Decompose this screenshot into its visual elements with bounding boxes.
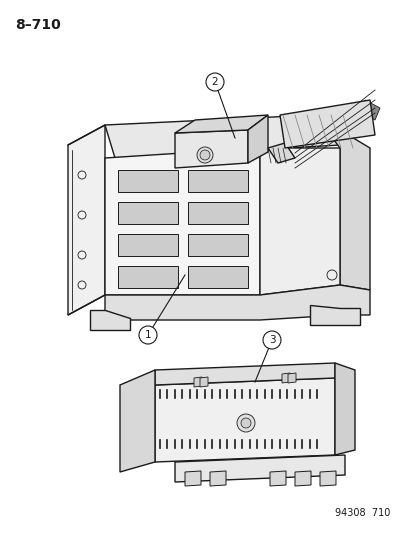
Polygon shape <box>287 373 295 383</box>
Polygon shape <box>279 100 374 148</box>
Polygon shape <box>105 148 259 295</box>
Polygon shape <box>309 305 359 325</box>
Polygon shape <box>185 471 201 486</box>
Polygon shape <box>90 310 130 330</box>
Polygon shape <box>118 170 178 192</box>
Circle shape <box>199 150 209 160</box>
Text: 8–710: 8–710 <box>15 18 61 32</box>
Text: 3: 3 <box>268 335 275 345</box>
Polygon shape <box>105 285 369 320</box>
Polygon shape <box>294 471 310 486</box>
Polygon shape <box>68 125 105 315</box>
Circle shape <box>139 326 157 344</box>
Polygon shape <box>175 130 247 168</box>
Polygon shape <box>175 115 267 133</box>
Circle shape <box>197 147 212 163</box>
Circle shape <box>240 418 250 428</box>
Polygon shape <box>105 115 339 158</box>
Circle shape <box>236 414 254 432</box>
Polygon shape <box>359 100 379 120</box>
Polygon shape <box>188 234 247 256</box>
Polygon shape <box>175 455 344 482</box>
Polygon shape <box>247 115 267 163</box>
Polygon shape <box>281 373 289 383</box>
Polygon shape <box>118 234 178 256</box>
Polygon shape <box>269 471 285 486</box>
Polygon shape <box>188 202 247 224</box>
Polygon shape <box>188 170 247 192</box>
Polygon shape <box>267 143 294 163</box>
Polygon shape <box>334 363 354 455</box>
Polygon shape <box>199 377 207 387</box>
Polygon shape <box>154 378 334 462</box>
Polygon shape <box>118 266 178 288</box>
Polygon shape <box>314 115 369 290</box>
Polygon shape <box>120 370 154 472</box>
Text: 2: 2 <box>211 77 218 87</box>
Polygon shape <box>209 471 225 486</box>
Text: 1: 1 <box>144 330 151 340</box>
Polygon shape <box>154 363 334 385</box>
Polygon shape <box>194 377 202 387</box>
Circle shape <box>262 331 280 349</box>
Circle shape <box>206 73 223 91</box>
Polygon shape <box>319 471 335 486</box>
Polygon shape <box>188 266 247 288</box>
Text: 94308  710: 94308 710 <box>334 508 389 518</box>
Polygon shape <box>259 148 339 295</box>
Polygon shape <box>118 202 178 224</box>
